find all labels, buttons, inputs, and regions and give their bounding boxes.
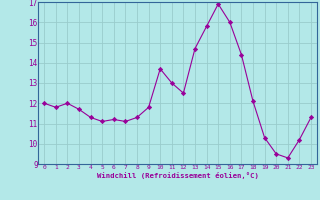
X-axis label: Windchill (Refroidissement éolien,°C): Windchill (Refroidissement éolien,°C) xyxy=(97,172,259,179)
